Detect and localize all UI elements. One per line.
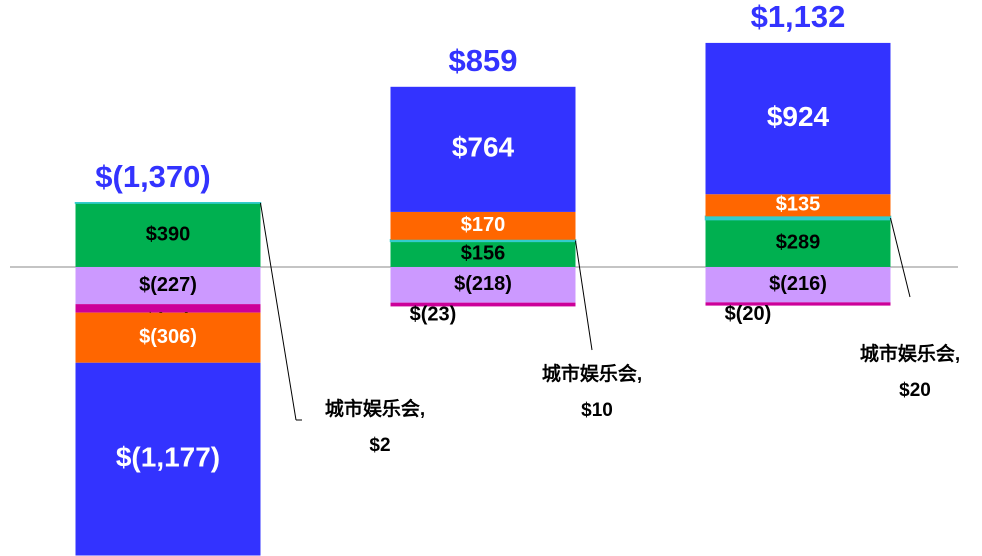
- segment-label: $(216): [769, 273, 827, 295]
- segment-label: $764: [452, 132, 515, 163]
- segment-label: $289: [776, 232, 821, 254]
- bar-segment: [389, 239, 577, 243]
- bar-segment: [75, 362, 261, 556]
- callout-line: [890, 217, 911, 298]
- callout-value: $20: [899, 380, 931, 401]
- callout-value: $2: [369, 435, 390, 456]
- bar-segment: [390, 241, 576, 267]
- bar-segment: [705, 219, 891, 267]
- segment-label: $(227): [139, 274, 197, 296]
- segment-label: $(306): [139, 326, 197, 348]
- callout-value: $10: [581, 400, 613, 421]
- segment-label: $170: [461, 214, 506, 236]
- bar-segment: [75, 312, 261, 363]
- bar-segment: [390, 302, 576, 307]
- total-label: $1,132: [751, 0, 846, 34]
- segment-label: $(20): [725, 303, 772, 325]
- bar-segment: [705, 42, 891, 195]
- callout-name: 城市娱乐会,: [542, 362, 642, 385]
- segment-label: $(218): [454, 273, 512, 295]
- bar-segment: [704, 215, 892, 221]
- bar-segment: [75, 203, 261, 267]
- bar-segment: [75, 304, 261, 313]
- callout-name: 城市娱乐会,: [860, 342, 960, 365]
- bar-segment: [390, 211, 576, 240]
- segment-label: $(1,177): [116, 442, 220, 473]
- bar-segment: [705, 266, 891, 303]
- segment-label: $(23): [410, 304, 457, 326]
- callout-line: [260, 202, 297, 421]
- segment-label: $156: [461, 242, 506, 264]
- callout-name: 城市娱乐会,: [325, 397, 425, 420]
- total-label: $(1,370): [95, 159, 210, 194]
- bar-segment: [390, 86, 576, 212]
- bar-segment: [705, 302, 891, 306]
- segment-label: $390: [146, 223, 191, 245]
- callout-line: [575, 240, 593, 351]
- bar-segment: [705, 194, 891, 217]
- bar-segment: [390, 266, 576, 303]
- bar-segment: [75, 266, 261, 305]
- segment-label: $135: [776, 194, 821, 216]
- segment-label: $924: [767, 101, 830, 132]
- total-label: $859: [449, 43, 518, 78]
